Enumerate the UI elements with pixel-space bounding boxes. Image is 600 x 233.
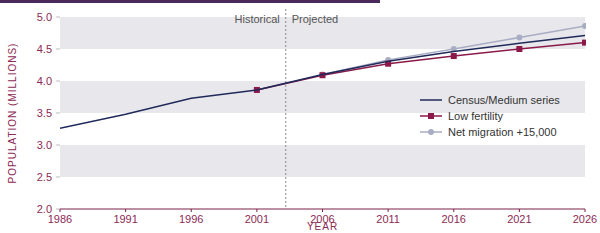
- series-line: [323, 26, 586, 75]
- x-tick: [191, 209, 192, 212]
- x-tick-label: 1986: [48, 213, 72, 225]
- x-tick: [256, 209, 257, 212]
- x-tick: [60, 209, 61, 212]
- y-tick-label: 5.0: [37, 11, 52, 23]
- x-tick-label: 2026: [573, 213, 597, 225]
- legend-label: Census/Medium series: [448, 94, 560, 106]
- legend: Census/Medium series Low fertility Net mig…: [420, 94, 560, 138]
- x-tick-label: 2011: [376, 213, 400, 225]
- y-tick-label: 3.0: [37, 139, 52, 151]
- x-tick-label: 2016: [442, 213, 466, 225]
- y-tick: [56, 17, 60, 18]
- divider-label: Historical: [235, 13, 280, 25]
- grid-band: [60, 81, 585, 113]
- y-tick-label: 4.5: [37, 43, 52, 55]
- x-tick: [388, 209, 389, 212]
- y-tick: [56, 145, 60, 146]
- divider: [285, 9, 286, 209]
- x-tick: [453, 209, 454, 212]
- y-tick: [56, 177, 60, 178]
- grid-band: [60, 145, 585, 177]
- top-bar: [0, 0, 380, 3]
- x-axis-label: YEAR: [307, 221, 338, 232]
- marker: [451, 53, 457, 59]
- marker: [516, 34, 522, 40]
- y-tick: [56, 113, 60, 114]
- y-tick: [56, 49, 60, 50]
- legend-swatch: [420, 99, 442, 101]
- marker: [582, 23, 586, 29]
- x-tick: [585, 209, 586, 212]
- series-line: [60, 36, 585, 129]
- x-tick: [519, 209, 520, 212]
- legend-swatch: [428, 129, 434, 135]
- y-tick-label: 3.5: [37, 107, 52, 119]
- y-tick: [56, 209, 60, 210]
- x-tick: [125, 209, 126, 212]
- y-tick: [56, 81, 60, 82]
- chart: 2.02.53.03.54.04.55.01986199119962001200…: [0, 0, 600, 233]
- marker: [582, 40, 586, 46]
- series-line: [257, 43, 585, 90]
- x-tick-label: 2021: [507, 213, 531, 225]
- divider-label: Projected: [292, 13, 338, 25]
- legend-swatch: [428, 113, 434, 119]
- x-tick-label: 1991: [113, 213, 137, 225]
- y-tick-label: 4.0: [37, 75, 52, 87]
- x-tick: [322, 209, 323, 212]
- y-axis-label: POPULATION (MILLIONS): [7, 43, 18, 184]
- x-tick-label: 1996: [179, 213, 203, 225]
- plot: [60, 23, 586, 128]
- y-tick-label: 2.5: [37, 171, 52, 183]
- legend-label: Low fertility: [448, 110, 504, 122]
- legend-label: Net migration +15,000: [448, 126, 557, 138]
- marker: [516, 46, 522, 52]
- x-tick-label: 2001: [245, 213, 269, 225]
- grid: [60, 17, 585, 177]
